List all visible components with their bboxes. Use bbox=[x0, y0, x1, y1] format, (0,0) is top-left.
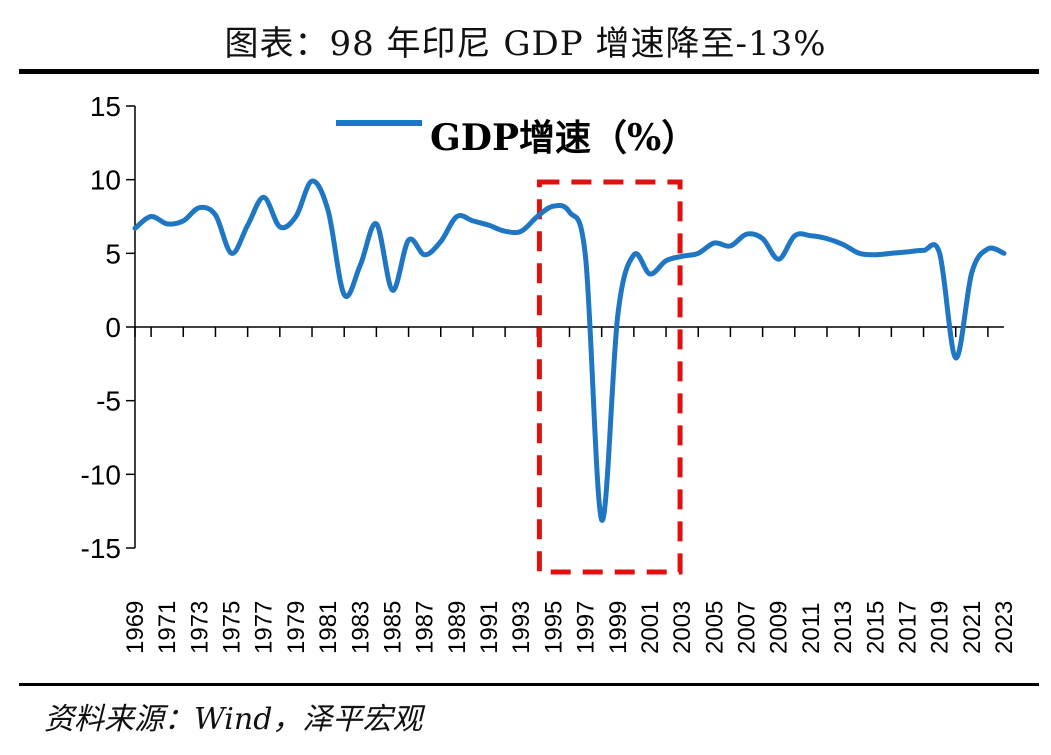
source-note: 资料来源：Wind，泽平宏观 bbox=[44, 702, 423, 737]
y-tick-label: 15 bbox=[90, 91, 121, 122]
top-rule bbox=[19, 69, 1039, 74]
x-tick-label: 1971 bbox=[154, 601, 181, 654]
x-tick-label: 1997 bbox=[573, 601, 600, 654]
x-tick-label: 1975 bbox=[219, 601, 246, 654]
y-tick-label: -15 bbox=[81, 533, 121, 564]
y-tick-label: -10 bbox=[81, 459, 121, 490]
x-tick-label: 1977 bbox=[251, 601, 278, 654]
x-tick-label: 2009 bbox=[766, 601, 793, 654]
x-tick-label: 1989 bbox=[444, 601, 471, 654]
legend: GDP增速（%） bbox=[336, 117, 697, 159]
x-tick-label: 1979 bbox=[283, 601, 310, 654]
series-group bbox=[132, 178, 1007, 523]
gdp-growth-line bbox=[132, 178, 1007, 523]
y-tick-label: 5 bbox=[105, 238, 121, 269]
x-tick-label: 2011 bbox=[798, 602, 825, 654]
x-tick-label: 2023 bbox=[991, 601, 1018, 654]
x-tick-label: 1999 bbox=[605, 601, 632, 654]
x-tick-label: 2003 bbox=[669, 601, 696, 654]
y-tick-labels: 15 10 5 0 -5 -10 -15 bbox=[81, 91, 121, 564]
bottom-rule bbox=[19, 683, 1039, 686]
x-tick-label: 2019 bbox=[927, 601, 954, 654]
chart-title: 图表：98 年印尼 GDP 增速降至-13% bbox=[224, 24, 827, 64]
x-tick-label: 1995 bbox=[540, 601, 567, 654]
chart-axes bbox=[126, 105, 1004, 549]
x-tick-label: 2005 bbox=[701, 601, 728, 654]
highlight-box-group bbox=[536, 179, 683, 575]
x-tick-label: 2021 bbox=[959, 601, 986, 654]
y-tick-label: -5 bbox=[96, 386, 121, 417]
x-tick-label: 1993 bbox=[508, 601, 535, 654]
x-tick-label: 1987 bbox=[412, 601, 439, 654]
highlight-box bbox=[536, 179, 683, 575]
x-tick-label: 2013 bbox=[830, 601, 857, 654]
x-tick-label: 1991 bbox=[476, 601, 503, 654]
legend-label: GDP增速（%） bbox=[430, 117, 697, 159]
x-tick-labels: 1969 1971 1973 1975 1977 1979 1981 1983 1985 1987… bbox=[122, 601, 1018, 654]
y-tick-label: 10 bbox=[90, 165, 121, 196]
x-tick-label: 1985 bbox=[379, 601, 406, 654]
y-tick-label: 0 bbox=[105, 312, 121, 343]
x-tick-label: 1969 bbox=[122, 601, 149, 654]
x-tick-label: 1973 bbox=[186, 601, 213, 654]
x-tick-label: 2001 bbox=[637, 601, 664, 654]
x-tick-label: 2017 bbox=[894, 601, 921, 654]
x-tick-label: 2015 bbox=[862, 601, 889, 654]
x-tick-label: 1983 bbox=[347, 601, 374, 654]
x-tick-label: 1981 bbox=[315, 601, 342, 654]
x-tick-label: 2007 bbox=[734, 601, 761, 654]
